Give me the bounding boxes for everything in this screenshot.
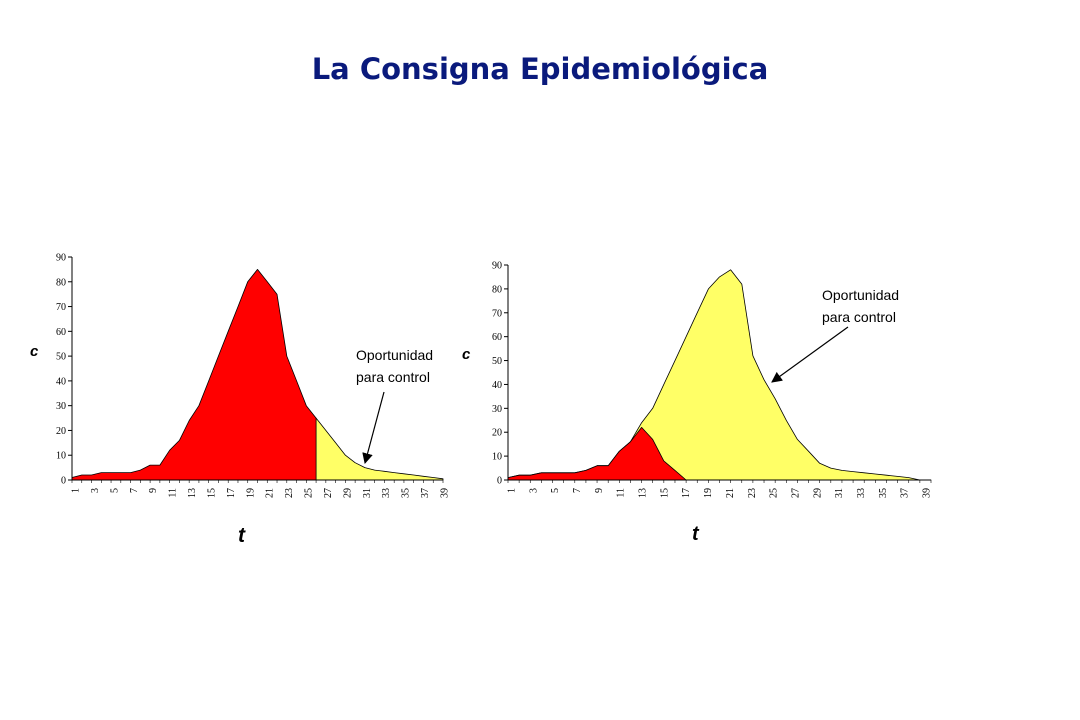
x-tick-label: 17: [226, 488, 237, 498]
y-tick-label: 70: [56, 302, 66, 313]
x-tick-label: 15: [659, 488, 670, 498]
y-tick-label: 60: [492, 332, 502, 343]
y-tick-label: 80: [56, 277, 66, 288]
y-tick-label: 0: [61, 476, 66, 487]
x-tick-label: 13: [187, 488, 198, 498]
y-tick-label: 30: [56, 401, 66, 412]
annotation-text: Oportunidad: [356, 347, 433, 363]
y-axis-label: c: [30, 343, 39, 360]
x-tick-label: 27: [323, 488, 334, 498]
y-tick-label: 50: [492, 356, 502, 367]
y-tick-label: 10: [56, 451, 66, 462]
x-tick-label: 1: [507, 488, 518, 493]
y-tick-label: 70: [492, 308, 502, 319]
x-tick-label: 23: [284, 488, 295, 498]
y-tick-label: 40: [492, 380, 502, 391]
x-tick-label: 35: [401, 488, 412, 498]
x-tick-label: 37: [420, 488, 431, 498]
x-tick-label: 15: [206, 488, 217, 498]
x-tick-label: 5: [109, 488, 120, 493]
y-tick-label: 80: [492, 284, 502, 295]
x-tick-label: 39: [440, 488, 451, 498]
annotation-text: Oportunidad: [822, 287, 899, 303]
x-tick-label: 31: [834, 488, 845, 498]
page-title: La Consigna Epidemiológica: [311, 52, 769, 86]
x-axis-label: t: [238, 524, 246, 547]
x-tick-label: 35: [878, 488, 889, 498]
y-tick-label: 20: [56, 426, 66, 437]
x-tick-label: 21: [265, 488, 276, 498]
y-tick-label: 10: [492, 452, 502, 463]
x-tick-label: 39: [922, 488, 933, 498]
x-tick-label: 11: [168, 488, 179, 498]
annotation-text: para control: [356, 369, 430, 385]
y-tick-label: 20: [492, 428, 502, 439]
x-tick-label: 13: [638, 488, 649, 498]
x-tick-label: 33: [381, 488, 392, 498]
x-tick-label: 29: [342, 488, 353, 498]
x-tick-label: 27: [790, 488, 801, 498]
annotation-text: para control: [822, 309, 896, 325]
y-tick-label: 40: [56, 376, 66, 387]
x-tick-label: 17: [681, 488, 692, 498]
x-tick-label: 29: [812, 488, 823, 498]
y-tick-label: 50: [56, 352, 66, 363]
annotation-arrow: [771, 326, 849, 383]
series-area-1: [315, 417, 444, 481]
annotation-arrow: [362, 391, 385, 465]
x-tick-label: 7: [129, 488, 140, 493]
x-tick-label: 11: [616, 488, 627, 498]
x-tick-label: 3: [528, 488, 539, 493]
x-tick-label: 25: [304, 488, 315, 498]
y-tick-label: 60: [56, 327, 66, 338]
x-tick-label: 25: [769, 488, 780, 498]
x-axis-label: t: [692, 523, 700, 545]
x-tick-label: 9: [148, 488, 159, 493]
x-tick-label: 5: [550, 488, 561, 493]
x-tick-label: 37: [900, 488, 911, 498]
x-tick-label: 1: [71, 488, 82, 493]
y-axis-label: c: [462, 346, 471, 363]
x-tick-label: 19: [245, 488, 256, 498]
x-tick-label: 9: [594, 488, 605, 493]
y-tick-label: 90: [492, 261, 502, 272]
x-tick-label: 7: [572, 488, 583, 493]
x-tick-label: 21: [725, 488, 736, 498]
series-area-1: [507, 427, 687, 481]
y-tick-label: 30: [492, 404, 502, 415]
x-tick-label: 3: [90, 488, 101, 493]
x-tick-label: 31: [362, 488, 373, 498]
x-tick-label: 19: [703, 488, 714, 498]
y-tick-label: 90: [56, 253, 66, 264]
x-tick-label: 33: [856, 488, 867, 498]
y-tick-label: 0: [497, 476, 502, 487]
x-tick-label: 23: [747, 488, 758, 498]
